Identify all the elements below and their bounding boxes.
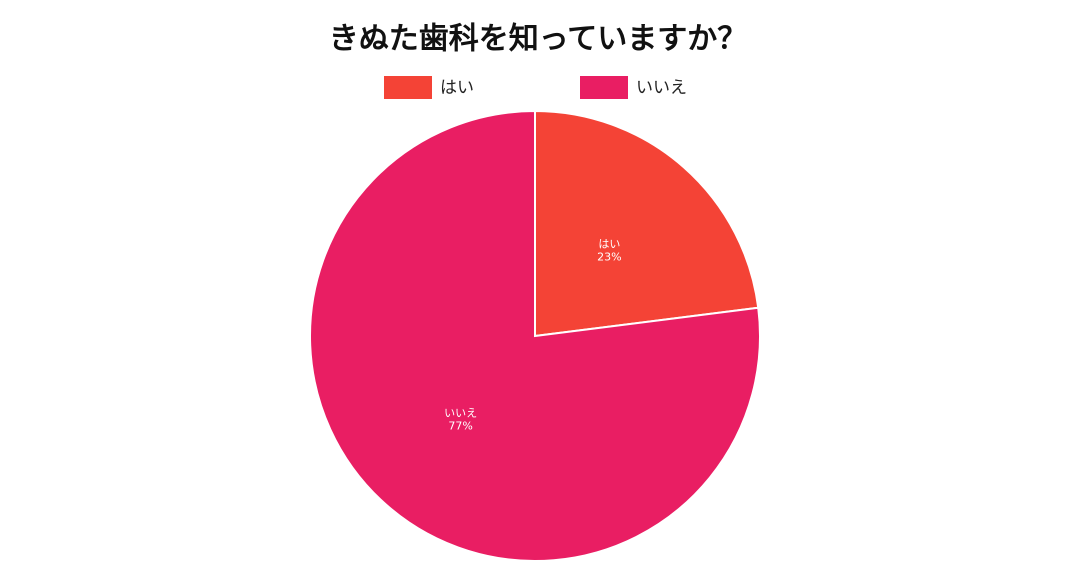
legend-swatch xyxy=(384,76,432,99)
slice-category-label: いいえ xyxy=(444,406,477,419)
legend: はい いいえ xyxy=(384,76,687,99)
slice-value-label: 23% xyxy=(597,251,621,264)
legend-swatch xyxy=(580,76,628,99)
legend-label: はい xyxy=(440,78,474,98)
legend-label: いいえ xyxy=(636,78,687,98)
pie-slice xyxy=(534,109,760,338)
slice-value-label: 77% xyxy=(448,419,472,432)
slice-category-label: はい xyxy=(598,238,620,251)
pie-slice xyxy=(309,109,761,562)
chart-title: きぬた歯科を知っていますか？ xyxy=(329,22,748,57)
